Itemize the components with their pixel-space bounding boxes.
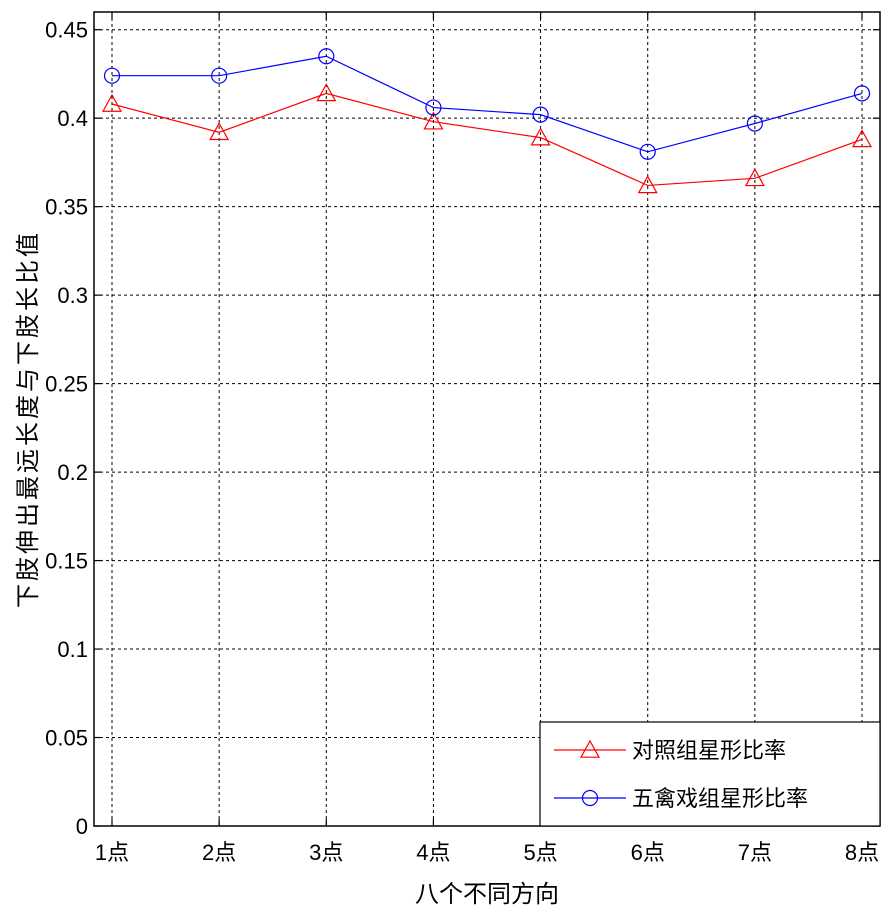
y-axis-ticks: 0 0.05 0.1 0.15 0.2 0.25 0.3 0.35 0.4 0.45 — [45, 18, 880, 839]
x-tick-label: 1点 — [95, 840, 129, 865]
data-point-circle — [211, 67, 228, 84]
data-point-triangle — [637, 175, 658, 194]
x-tick-label: 3点 — [309, 840, 343, 865]
data-point-triangle — [423, 111, 444, 130]
x-tick-label: 7点 — [738, 840, 772, 865]
x-tick-label: 5点 — [523, 840, 557, 865]
y-tick-label: 0.25 — [45, 372, 88, 397]
data-point-circle — [746, 115, 763, 132]
data-point-circle — [103, 67, 121, 84]
y-tick-label: 0.4 — [57, 106, 88, 131]
plot-frame — [93, 11, 881, 827]
y-tick-label: 0.1 — [57, 637, 88, 662]
legend-item-2: 五禽戏组星形比率 — [554, 787, 808, 812]
data-point-triangle — [316, 83, 337, 102]
y-tick-label: 0 — [76, 814, 88, 839]
grid-lines — [94, 12, 880, 827]
data-point-circle — [853, 85, 871, 102]
data-point-triangle — [530, 127, 551, 146]
series-layer — [101, 48, 873, 194]
data-point-triangle — [579, 739, 601, 758]
series-1 — [101, 83, 873, 194]
y-tick-label: 0.15 — [45, 549, 88, 574]
legend-label: 对照组星形比率 — [632, 739, 786, 764]
x-tick-label: 6点 — [631, 840, 665, 865]
data-point-circle — [532, 106, 549, 123]
y-tick-label: 0.05 — [45, 726, 88, 751]
x-axis-label: 八个不同方向 — [415, 880, 559, 908]
series-2 — [103, 48, 871, 160]
data-point-triangle — [744, 168, 765, 187]
legend-label: 五禽戏组星形比率 — [632, 787, 808, 812]
data-point-triangle — [209, 122, 230, 141]
legend-item-1: 对照组星形比率 — [554, 739, 786, 764]
series-line — [111, 92, 863, 187]
x-axis-ticks: 1点 2点 3点 4点 5点 6点 7点 8点 — [95, 12, 879, 865]
x-tick-label: 2点 — [202, 840, 236, 865]
y-tick-label: 0.3 — [57, 283, 88, 308]
x-tick-label: 4点 — [416, 840, 450, 865]
data-point-triangle — [851, 129, 873, 148]
y-tick-label: 0.35 — [45, 195, 88, 220]
data-point-circle — [318, 48, 335, 65]
data-point-triangle — [101, 93, 123, 112]
data-point-circle — [425, 99, 442, 116]
y-tick-label: 0.2 — [57, 460, 88, 485]
x-tick-label: 8点 — [845, 840, 879, 865]
data-point-circle — [581, 789, 599, 807]
y-tick-label: 0.45 — [45, 18, 88, 43]
y-axis-label: 下肢伸出最远长度与下肢长比值 — [14, 230, 42, 608]
series-line — [112, 55, 863, 153]
data-point-circle — [639, 143, 656, 160]
legend-box — [539, 721, 881, 827]
